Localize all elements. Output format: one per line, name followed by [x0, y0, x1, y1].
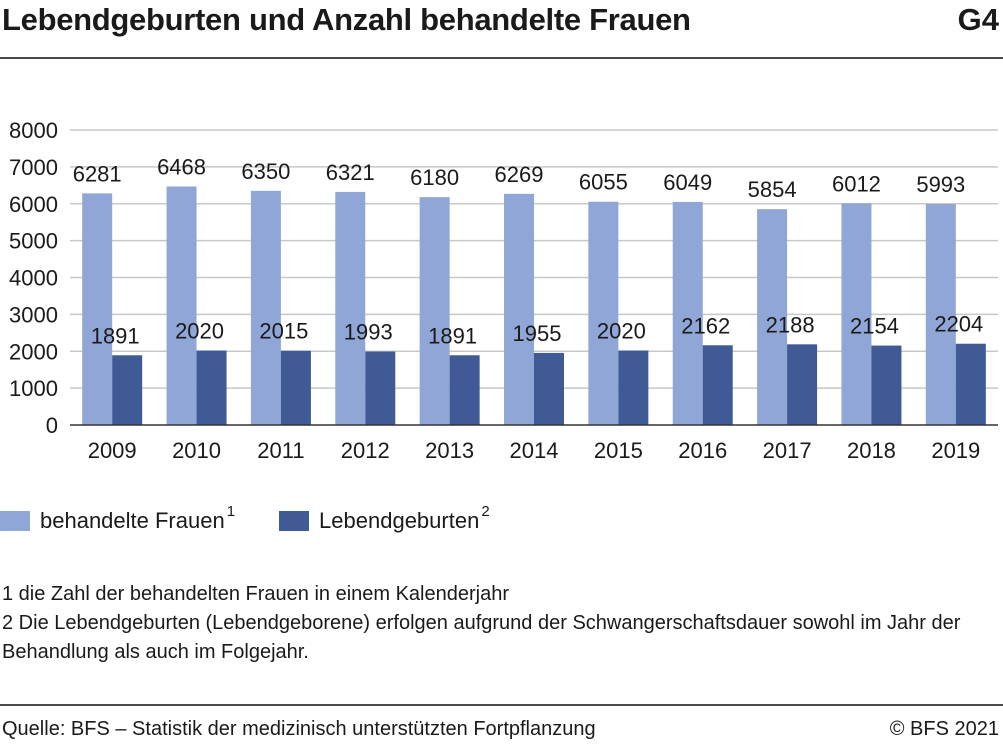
- data-label: 2188: [766, 312, 815, 337]
- bar-lebendgeburten: [955, 343, 986, 425]
- bar-chart: 0 1000 2000 3000 4000 5000 6000 7000 8000 6281 189…: [9, 118, 998, 463]
- data-label: 5854: [748, 177, 797, 202]
- data-label: 2020: [175, 319, 224, 344]
- data-label: 6269: [495, 162, 544, 187]
- bar-lebendgeburten: [112, 355, 143, 425]
- data-label: 1891: [91, 323, 140, 348]
- bar-behandelte-frauen: [672, 201, 703, 425]
- y-tick-label: 2000: [9, 339, 58, 364]
- x-tick-label: 2017: [763, 438, 812, 463]
- footer-divider: [0, 704, 1003, 706]
- data-label: 2162: [681, 313, 730, 338]
- y-tick-label: 0: [46, 413, 58, 438]
- data-label: 1891: [428, 323, 477, 348]
- x-tick-label: 2009: [88, 438, 137, 463]
- chart-title: Lebendgeburten und Anzahl behandelte Fra…: [2, 2, 691, 37]
- data-label: 6012: [832, 171, 881, 196]
- x-tick-label: 2011: [257, 438, 304, 463]
- legend-swatch-behandelte-frauen: [0, 511, 30, 531]
- data-label: 2015: [259, 319, 308, 344]
- data-label: 1993: [344, 320, 393, 345]
- legend-item-behandelte-frauen: behandelte Frauen 1: [0, 503, 235, 534]
- bar-lebendgeburten: [449, 355, 480, 425]
- source-note: Quelle: BFS – Statistik der medizinisch …: [2, 718, 596, 740]
- y-tick-label: 3000: [9, 302, 58, 327]
- footnote-2: 2 Die Lebendgeburten (Lebendgeborene) er…: [2, 612, 961, 663]
- legend-item-lebendgeburten: Lebendgeburten 2: [279, 503, 490, 534]
- bar-lebendgeburten: [196, 350, 227, 425]
- copyright-note: © BFS 2021: [889, 718, 999, 740]
- x-tick-label: 2010: [172, 438, 221, 463]
- legend-label-lebendgeburten: Lebendgeburten: [319, 508, 480, 533]
- footnote-1: 1 die Zahl der behandelten Frauen in ein…: [2, 583, 510, 605]
- x-tick-label: 2012: [341, 438, 390, 463]
- bar-lebendgeburten: [365, 351, 396, 425]
- bar-lebendgeburten: [280, 350, 311, 425]
- data-label: 6321: [326, 160, 375, 185]
- x-tick-label: 2019: [931, 438, 980, 463]
- y-tick-label: 1000: [9, 376, 58, 401]
- bar-behandelte-frauen: [588, 201, 619, 425]
- bar-behandelte-frauen: [82, 193, 113, 425]
- figure-id: G4: [957, 2, 999, 37]
- legend-footnote-marker-1: 1: [226, 502, 236, 520]
- bar-behandelte-frauen: [504, 193, 534, 425]
- bar-behandelte-frauen: [335, 191, 366, 425]
- x-tick-label: 2013: [425, 438, 474, 463]
- data-label: 6281: [73, 161, 122, 186]
- y-tick-label: 7000: [9, 155, 58, 180]
- bar-behandelte-frauen: [925, 204, 956, 425]
- data-label: 6350: [241, 159, 290, 184]
- bar-behandelte-frauen: [166, 186, 197, 425]
- x-tick-label: 2014: [510, 438, 559, 463]
- y-tick-label: 4000: [9, 266, 58, 291]
- y-tick-label: 6000: [9, 192, 58, 217]
- data-label: 2204: [934, 312, 983, 337]
- x-tick-label: 2015: [594, 438, 643, 463]
- data-label: 2020: [597, 319, 646, 344]
- legend-footnote-marker-2: 2: [481, 502, 490, 520]
- bar-lebendgeburten: [871, 345, 902, 425]
- x-tick-label: 2018: [847, 438, 896, 463]
- x-tick-label: 2016: [678, 438, 727, 463]
- bar-behandelte-frauen: [250, 190, 281, 425]
- header-divider: [0, 57, 1003, 59]
- chart-legend: behandelte Frauen 1 Lebendgeburten 2: [0, 503, 534, 534]
- legend-swatch-lebendgeburten: [279, 511, 310, 531]
- bar-behandelte-frauen: [841, 203, 872, 425]
- data-label: 6180: [410, 165, 459, 190]
- bar-behandelte-frauen: [419, 197, 450, 425]
- bar-lebendgeburten: [534, 352, 564, 425]
- footnotes: 1 die Zahl der behandelten Frauen in ein…: [2, 580, 1000, 667]
- bar-lebendgeburten: [702, 345, 733, 425]
- y-tick-label: 8000: [9, 118, 58, 143]
- bar-behandelte-frauen: [757, 209, 788, 425]
- data-label: 2154: [850, 314, 899, 339]
- data-label: 1955: [513, 321, 562, 346]
- data-label: 6055: [579, 170, 628, 195]
- bar-lebendgeburten: [618, 350, 649, 425]
- data-label: 6049: [663, 170, 712, 195]
- bar-lebendgeburten: [787, 344, 818, 425]
- y-tick-label: 5000: [9, 229, 58, 254]
- data-label: 6468: [157, 154, 206, 179]
- legend-label-behandelte-frauen: behandelte Frauen: [40, 508, 225, 533]
- data-label: 5993: [916, 172, 965, 197]
